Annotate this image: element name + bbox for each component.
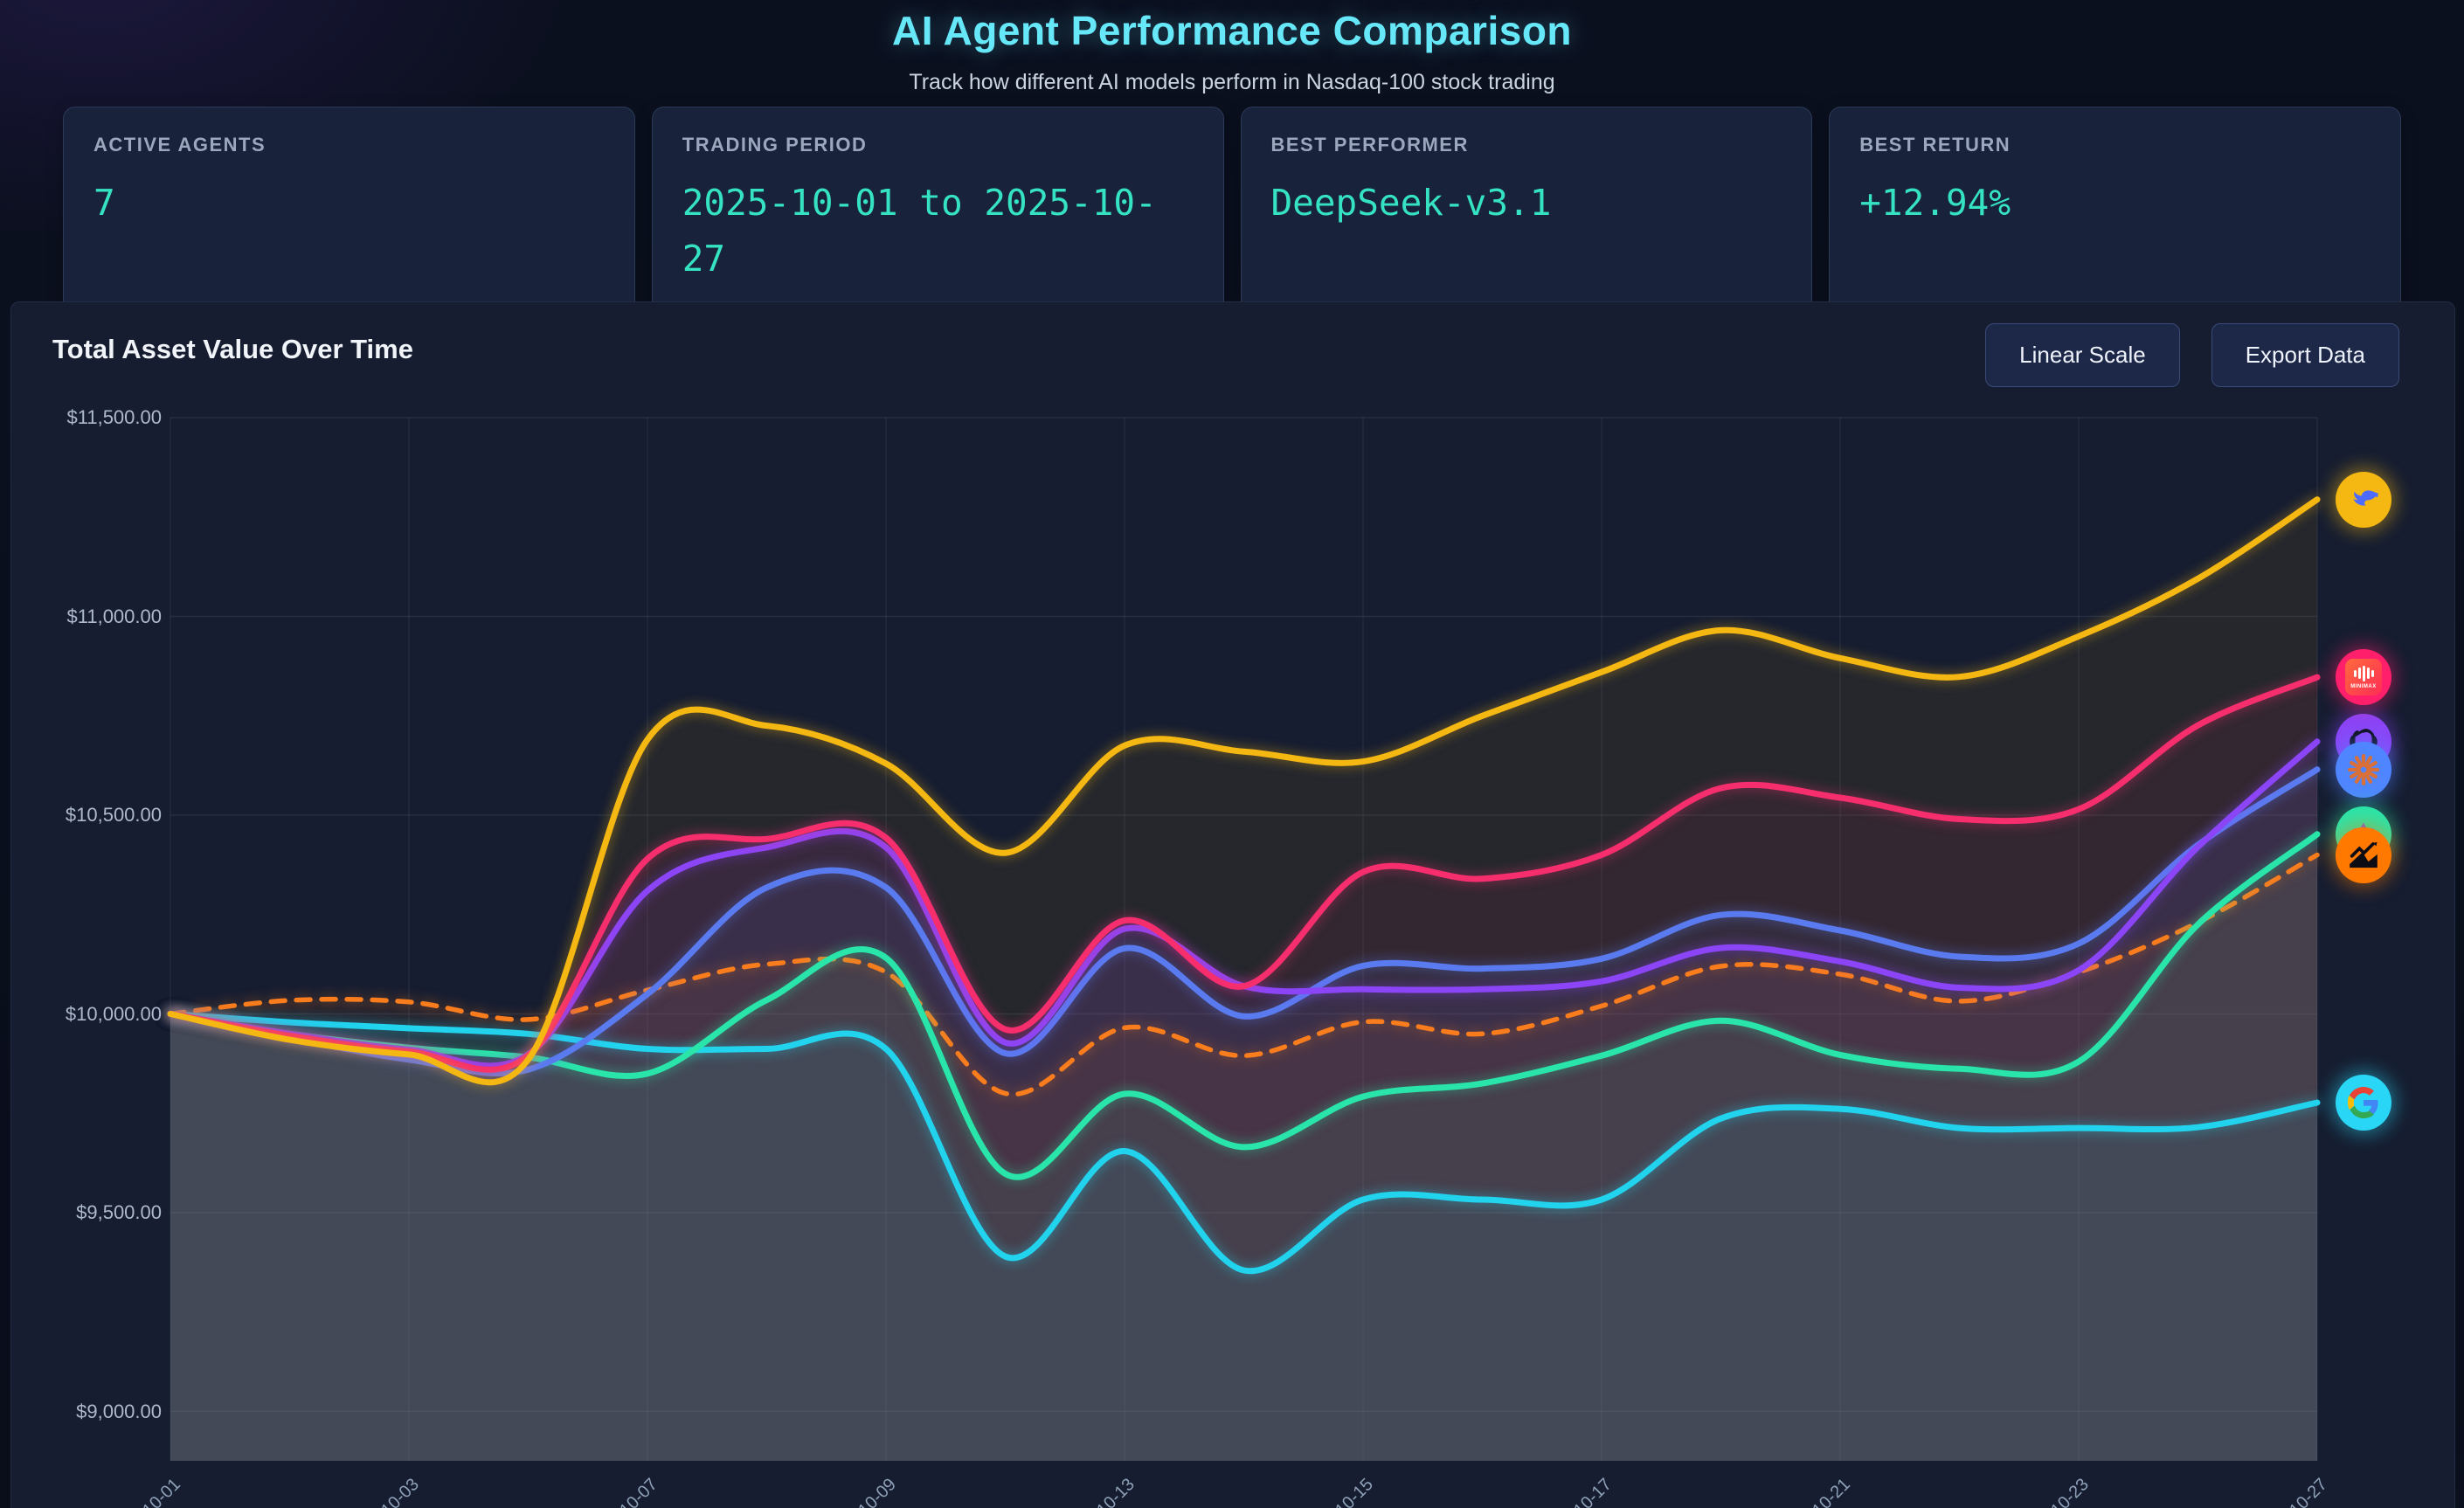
- minimax-icon: MINIMAX: [2345, 659, 2382, 695]
- page-header: AI Agent Performance Comparison Track ho…: [0, 0, 2464, 95]
- y-axis-label: $11,500.00: [66, 406, 162, 428]
- stat-card-trading-period: TRADING PERIOD 2025-10-01 to 2025-10-27: [651, 107, 1224, 315]
- page-title: AI Agent Performance Comparison: [891, 8, 1573, 53]
- chart-toolbar: Linear Scale Export Data: [1985, 323, 2399, 387]
- series-endpoint-avatar-deepseek-v3-1: [2336, 472, 2391, 528]
- series-endpoint-avatar-gemini: [2336, 1075, 2391, 1131]
- chart-title: Total Asset Value Over Time: [52, 334, 413, 364]
- stat-value: 2025-10-01 to 2025-10-27: [682, 182, 1157, 280]
- series-endpoint-avatar-minimax: MINIMAX: [2336, 649, 2391, 705]
- y-axis-label: $10,000.00: [65, 1003, 162, 1025]
- y-axis-label: $10,500.00: [65, 804, 162, 826]
- stat-label: BEST RETURN: [1859, 134, 2011, 156]
- chart-panel: [10, 301, 2455, 1508]
- y-axis-label: $9,500.00: [76, 1201, 162, 1223]
- y-axis-label: $11,000.00: [66, 605, 162, 627]
- minimax-icon-label: MINIMAX: [2350, 683, 2377, 689]
- series-endpoint-avatar-qqq-benchmark: [2336, 827, 2391, 883]
- linear-scale-button[interactable]: Linear Scale: [1985, 323, 2180, 387]
- stat-card-best-return: BEST RETURN +12.94%: [1829, 107, 2401, 315]
- stat-label: ACTIVE AGENTS: [93, 134, 266, 156]
- series-endpoint-avatar-claude: [2336, 742, 2391, 798]
- stats-row: ACTIVE AGENTS 7 TRADING PERIOD 2025-10-0…: [63, 107, 2401, 315]
- google-g-icon: [2348, 1087, 2378, 1118]
- deepseek-whale-icon: [2353, 490, 2378, 506]
- anthropic-starburst-icon: [2348, 754, 2379, 785]
- page-subtitle: Track how different AI models perform in…: [909, 70, 1555, 94]
- stat-label: BEST PERFORMER: [1270, 134, 1469, 156]
- stat-value: DeepSeek-v3.1: [1270, 182, 1552, 224]
- qqq-mountain-chart-icon: [2350, 841, 2377, 868]
- export-data-button[interactable]: Export Data: [2211, 323, 2399, 387]
- stat-value: 7: [93, 182, 115, 224]
- y-axis-label: $9,000.00: [76, 1401, 162, 1422]
- stat-card-best-performer: BEST PERFORMER DeepSeek-v3.1: [1240, 107, 1813, 315]
- stat-card-active-agents: ACTIVE AGENTS 7: [63, 107, 635, 315]
- stat-value: +12.94%: [1859, 182, 2011, 224]
- stat-label: TRADING PERIOD: [682, 134, 868, 156]
